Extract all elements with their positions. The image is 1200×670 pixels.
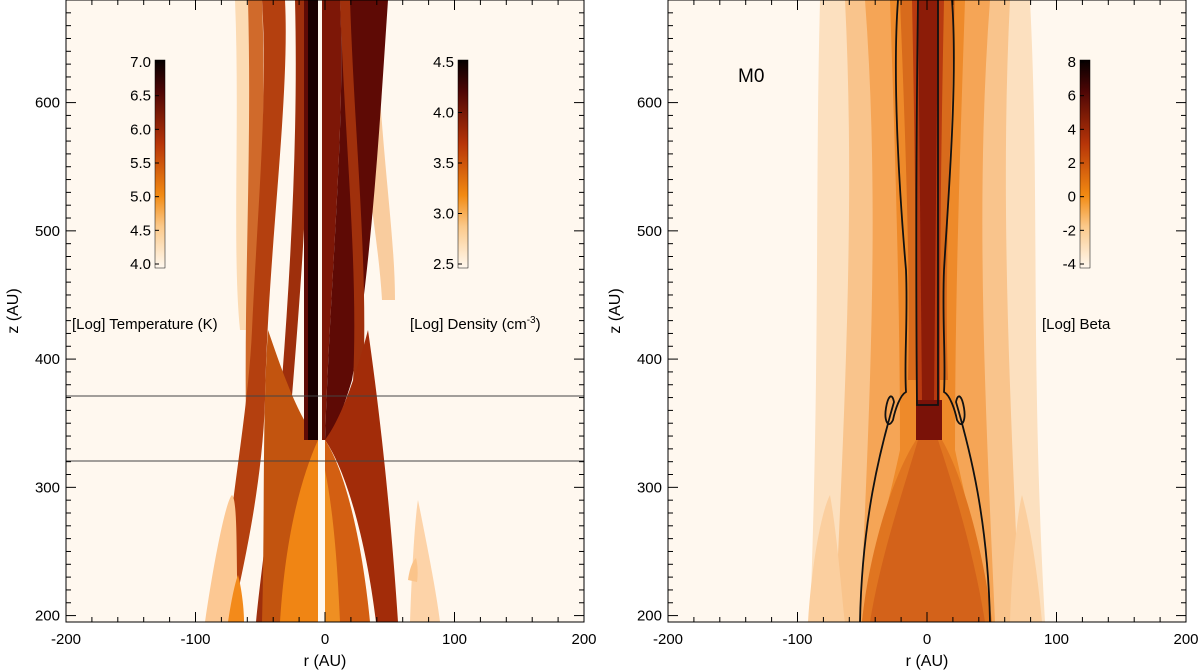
colorbar-tick-label: 2.5 xyxy=(433,256,454,273)
y-tick-label: 600 xyxy=(35,95,60,112)
right-x-axis-label: r (AU) xyxy=(906,653,949,670)
colorbar-tick-label: 4 xyxy=(1068,121,1076,138)
y-tick-label: 400 xyxy=(35,351,60,368)
colorbar-tick-label: 0 xyxy=(1068,189,1076,206)
left-heatmap xyxy=(66,0,584,622)
colorbar-tick-label: 7.0 xyxy=(130,54,151,71)
right-y-axis-label: z (AU) xyxy=(607,288,624,333)
colorbar-tick-label: 4.0 xyxy=(130,256,151,273)
colorbar-tick-label: -4 xyxy=(1063,256,1076,273)
density-colorbar-ticks: 2.5 3.0 3.5 4.0 4.5 xyxy=(433,54,462,273)
colorbar-tick-label: 2 xyxy=(1068,155,1076,172)
y-tick-label: 600 xyxy=(637,95,662,112)
right-panel: -4 -2 0 2 4 6 8 M0 [Log] Beta -200 -100 0 100 200 2… xyxy=(607,0,1199,670)
x-tick-label: -100 xyxy=(180,631,210,648)
left-axes: -200 -100 0 100 200 200 300 400 500 600 xyxy=(35,0,597,648)
right-axes: -200 -100 0 100 200 200 300 400 500 600 xyxy=(637,0,1199,648)
y-tick-label: 300 xyxy=(637,479,662,496)
y-tick-label: 200 xyxy=(637,608,662,625)
density-label: [Log] Density (cm-3) xyxy=(410,315,541,333)
x-tick-label: -100 xyxy=(782,631,812,648)
x-tick-label: 200 xyxy=(571,631,596,648)
colorbar-tick-label: 6.5 xyxy=(130,88,151,105)
colorbar-tick-label: 5.0 xyxy=(130,189,151,206)
temperature-label: [Log] Temperature (K) xyxy=(72,316,218,333)
left-panel: 4.0 4.5 5.0 5.5 6.0 6.5 7.0 2.5 3.0 3.5 4.0 4.5 [L… xyxy=(5,0,597,670)
beta-colorbar xyxy=(1079,59,1091,269)
x-tick-label: 0 xyxy=(321,631,329,648)
colorbar-tick-label: 5.5 xyxy=(130,155,151,172)
y-tick-label: 400 xyxy=(637,351,662,368)
colorbar-tick-label: -2 xyxy=(1063,222,1076,239)
density-colorbar xyxy=(457,59,469,269)
left-x-axis-label: r (AU) xyxy=(304,653,347,670)
colorbar-tick-label: 6.0 xyxy=(130,121,151,138)
colorbar-tick-label: 6 xyxy=(1068,88,1076,105)
left-y-axis-label: z (AU) xyxy=(5,288,22,333)
colorbar-tick-label: 3.0 xyxy=(433,206,454,223)
y-tick-label: 500 xyxy=(35,223,60,240)
y-tick-label: 200 xyxy=(35,608,60,625)
x-tick-label: -200 xyxy=(653,631,683,648)
colorbar-tick-label: 3.5 xyxy=(433,155,454,172)
beta-label: [Log] Beta xyxy=(1042,316,1111,333)
temperature-colorbar-ticks: 4.0 4.5 5.0 5.5 6.0 6.5 7.0 xyxy=(130,54,159,273)
colorbar-tick-label: 8 xyxy=(1068,54,1076,71)
colorbar-tick-label: 4.5 xyxy=(130,222,151,239)
x-tick-label: 0 xyxy=(923,631,931,648)
y-tick-label: 300 xyxy=(35,479,60,496)
colorbar-tick-label: 4.0 xyxy=(433,105,454,122)
y-tick-label: 500 xyxy=(637,223,662,240)
x-tick-label: 100 xyxy=(442,631,467,648)
beta-contour xyxy=(859,0,991,622)
right-heatmap xyxy=(808,0,1045,622)
temperature-colorbar xyxy=(154,59,166,269)
x-tick-label: 100 xyxy=(1044,631,1069,648)
x-tick-label: -200 xyxy=(51,631,81,648)
beta-colorbar-ticks: -4 -2 0 2 4 6 8 xyxy=(1063,54,1084,273)
model-label: M0 xyxy=(738,66,764,87)
colorbar-tick-label: 4.5 xyxy=(433,54,454,71)
x-tick-label: 200 xyxy=(1173,631,1198,648)
